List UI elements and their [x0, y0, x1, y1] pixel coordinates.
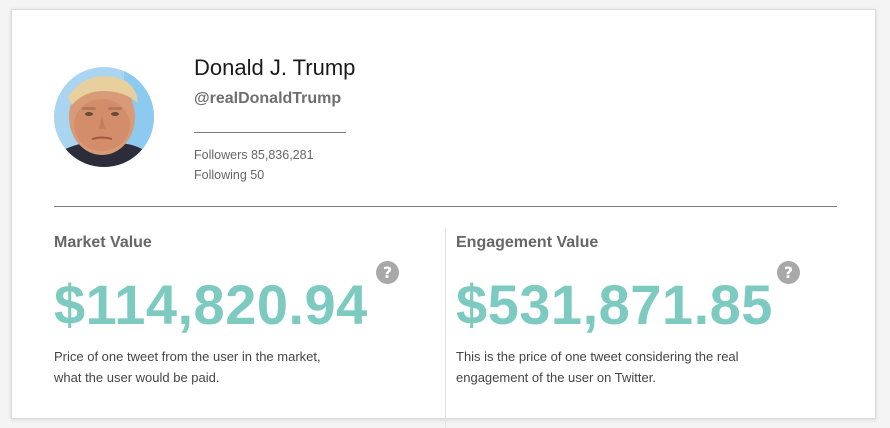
- question-circle-icon[interactable]: ?: [376, 261, 399, 284]
- engagement-description-line-2: engagement of the user on Twitter.: [456, 370, 656, 385]
- market-description-line-2: what the user would be paid.: [54, 370, 220, 385]
- column-divider: [445, 228, 446, 428]
- engagement-value-amount: $531,871.85: [456, 273, 773, 336]
- section-divider: [54, 206, 837, 207]
- user-handle: @realDonaldTrump: [194, 90, 342, 107]
- engagement-value-description: This is the price of one tweet consideri…: [456, 346, 816, 388]
- market-description-line-1: Price of one tweet from the user in the …: [54, 349, 321, 364]
- user-name: Donald J. Trump: [194, 55, 356, 80]
- followers-count: Followers 85,836,281: [194, 148, 314, 162]
- question-circle-icon[interactable]: ?: [777, 261, 800, 284]
- avatar: [54, 67, 154, 167]
- market-value-amount: $114,820.94: [54, 273, 368, 336]
- engagement-description-line-1: This is the price of one tweet consideri…: [456, 349, 739, 364]
- market-value-description: Price of one tweet from the user in the …: [54, 346, 384, 388]
- following-count: Following 50: [194, 168, 265, 182]
- profile-card: Donald J. Trump @realDonaldTrump Followe…: [11, 9, 876, 428]
- engagement-value-title: Engagement Value: [456, 234, 599, 251]
- market-value-title: Market Value: [54, 234, 152, 251]
- divider: [194, 132, 346, 133]
